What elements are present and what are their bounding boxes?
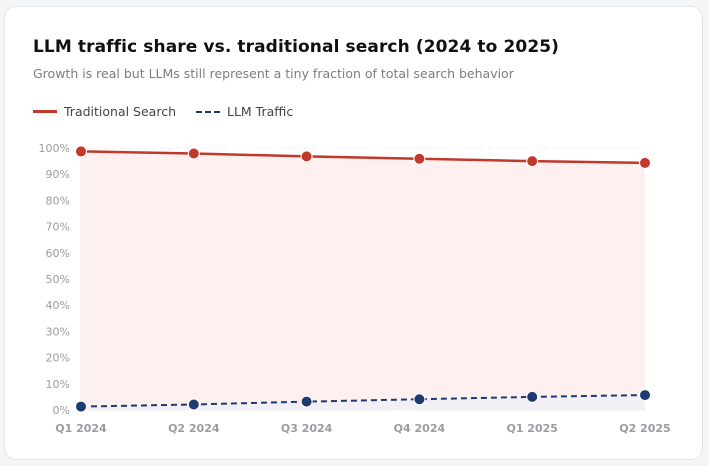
legend-item-traditional-search[interactable]: Traditional Search — [33, 104, 176, 119]
x-axis-tick-labels: Q1 2024 Q2 2024 Q3 2024 Q4 2024 Q1 2025 Q2 20… — [55, 422, 670, 435]
llm-traffic-point[interactable] — [187, 398, 200, 411]
llm-traffic-point[interactable] — [639, 389, 651, 402]
chart-subtitle: Growth is real but LLMs still represent … — [33, 66, 514, 81]
y-tick-label: 90% — [46, 168, 70, 181]
y-tick-label: 70% — [46, 221, 70, 234]
llm-traffic-point[interactable] — [526, 390, 539, 403]
y-tick-label: 60% — [46, 247, 70, 260]
traditional-search-point[interactable] — [413, 152, 426, 165]
chart-title: LLM traffic share vs. traditional search… — [33, 37, 560, 57]
y-axis-tick-labels: 0% 10% 20% 30% 40% 50% 60% 70% 80% 90% 100% — [39, 142, 70, 417]
legend: Traditional Search LLM Traffic — [33, 104, 313, 119]
traditional-search-area — [81, 151, 645, 410]
x-tick-label: Q1 2025 — [506, 422, 557, 435]
traditional-search-point[interactable] — [639, 156, 651, 169]
y-tick-label: 20% — [46, 352, 70, 365]
traditional-search-point[interactable] — [187, 147, 200, 160]
traditional-search-point[interactable] — [75, 145, 87, 158]
series-areas — [81, 151, 645, 410]
llm-traffic-point[interactable] — [300, 395, 313, 408]
x-tick-label: Q4 2024 — [394, 422, 446, 435]
legend-item-llm-traffic[interactable]: LLM Traffic — [196, 104, 293, 119]
legend-label-traditional-search: Traditional Search — [64, 104, 176, 119]
legend-swatch-solid-line — [33, 110, 57, 113]
series-points — [75, 145, 651, 413]
llm-traffic-point[interactable] — [75, 400, 87, 413]
y-tick-label: 40% — [46, 299, 70, 312]
llm-traffic-line — [80, 394, 646, 408]
llm-traffic-area — [81, 395, 645, 410]
y-tick-label: 100% — [39, 142, 70, 155]
y-tick-label: 80% — [46, 194, 70, 207]
legend-swatch-dashed-line — [196, 110, 220, 113]
traditional-search-point[interactable] — [300, 150, 313, 163]
x-tick-label: Q2 2025 — [619, 422, 670, 435]
legend-label-llm-traffic: LLM Traffic — [227, 104, 294, 119]
y-tick-label: 30% — [46, 325, 70, 338]
traditional-search-line — [80, 150, 646, 165]
series-lines — [80, 150, 646, 408]
y-tick-label: 10% — [46, 378, 70, 391]
x-tick-label: Q1 2024 — [55, 422, 107, 435]
llm-traffic-point[interactable] — [413, 393, 426, 406]
x-tick-label: Q3 2024 — [281, 422, 333, 435]
x-tick-label: Q2 2024 — [168, 422, 220, 435]
y-tick-label: 0% — [53, 404, 70, 417]
traditional-search-point[interactable] — [526, 155, 539, 168]
y-tick-label: 50% — [46, 273, 70, 286]
